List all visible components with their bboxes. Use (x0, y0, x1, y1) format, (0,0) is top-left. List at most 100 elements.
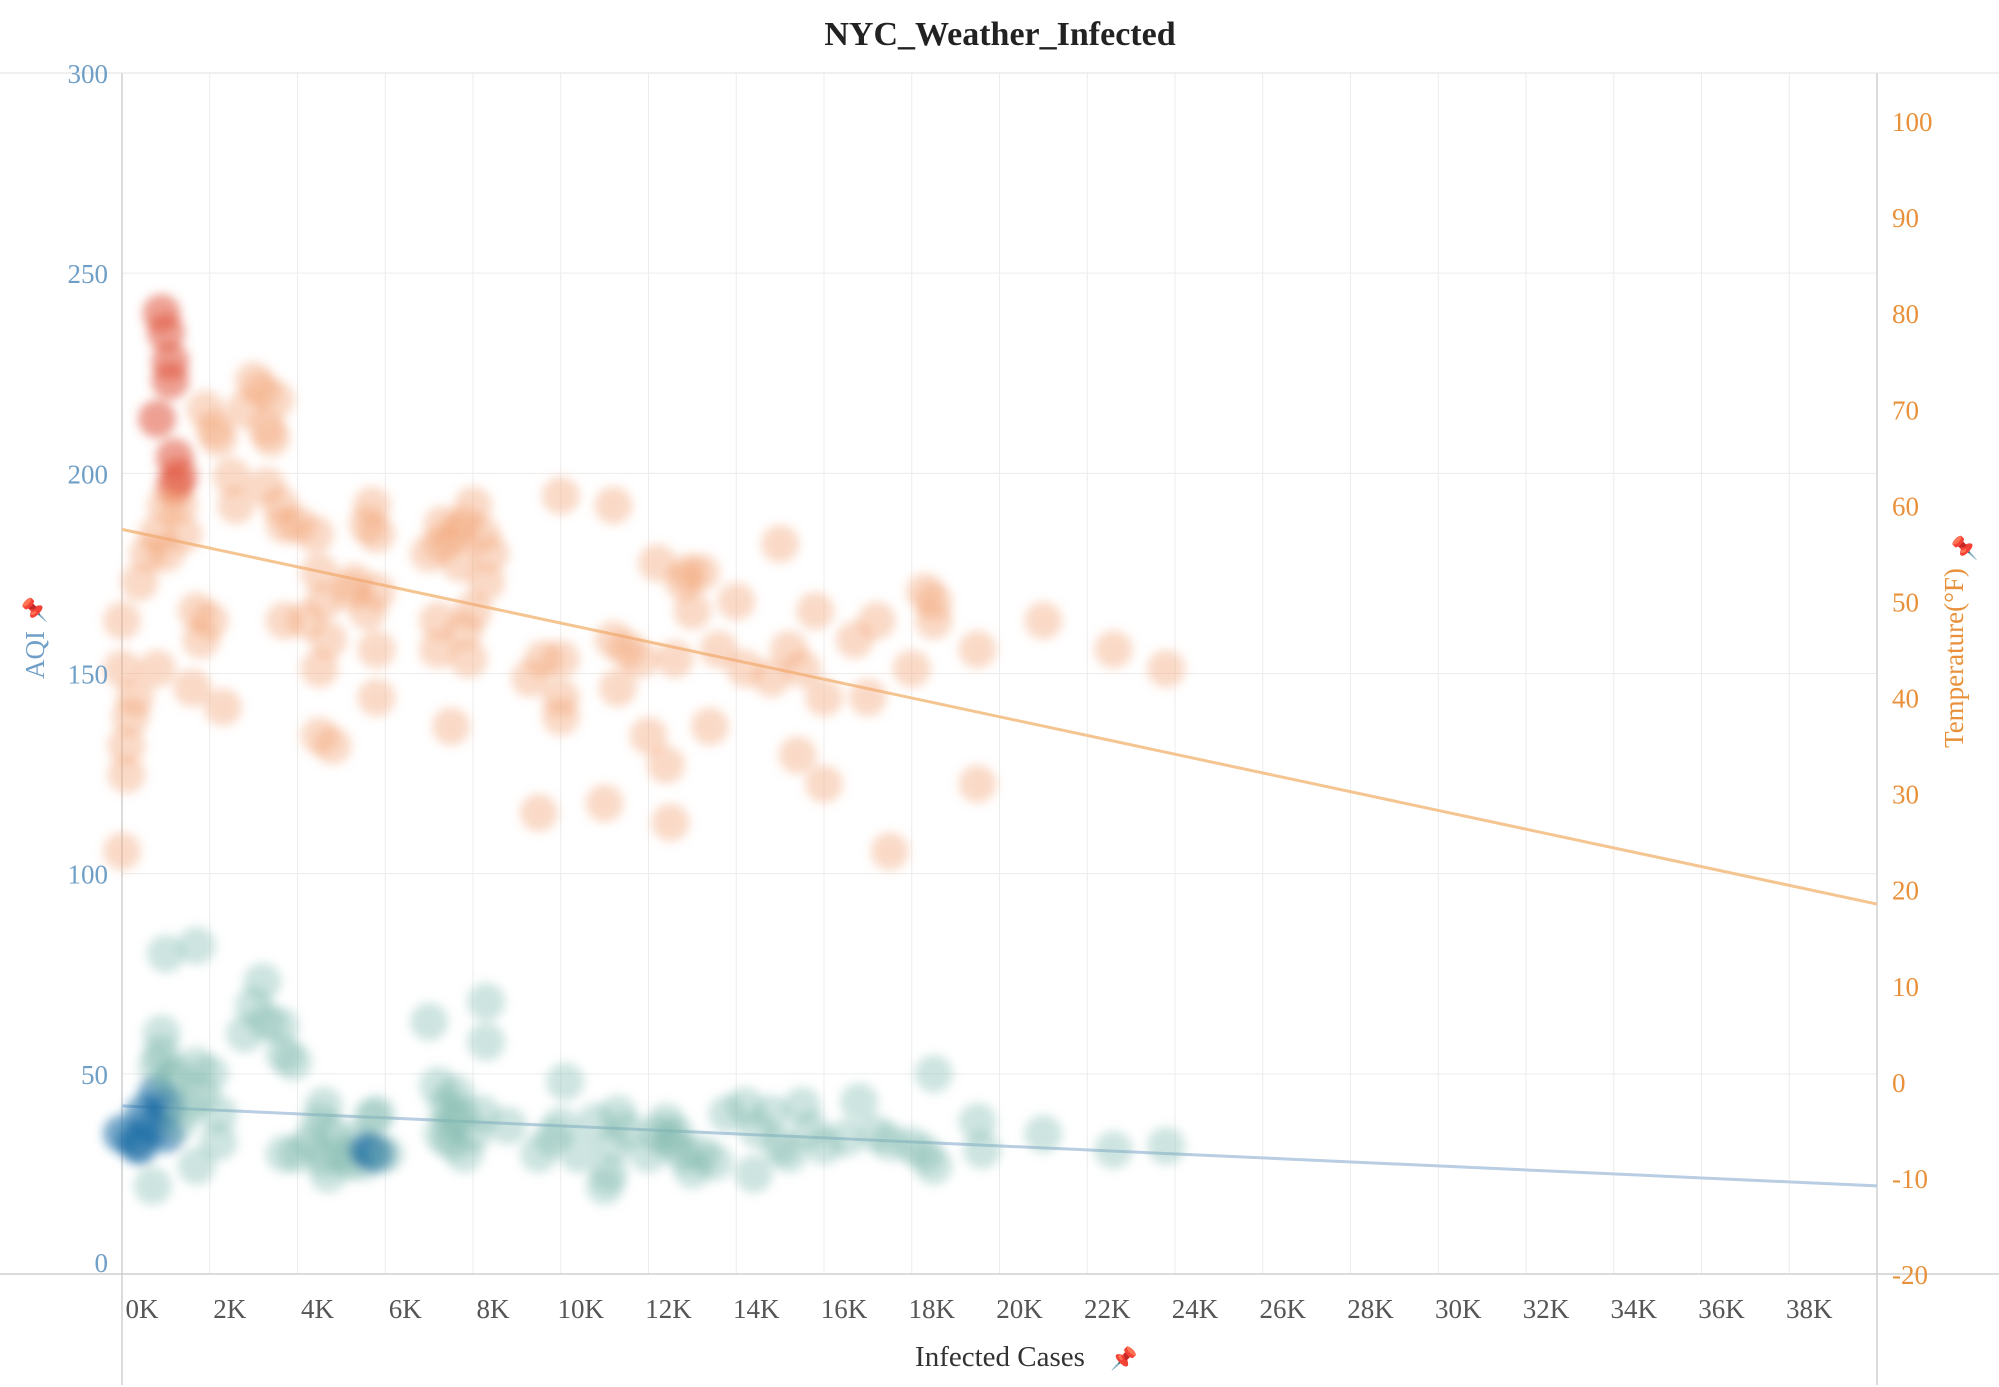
y-left-tick-label: 150 (68, 660, 109, 690)
aqi-point (410, 1002, 449, 1041)
aqi-point (304, 1086, 343, 1125)
temperature-point (212, 457, 251, 496)
temperature-point (717, 582, 756, 621)
x-tick-label: 34K (1611, 1294, 1658, 1324)
y-axis-right-pin-icon[interactable]: 📌 (1951, 534, 1978, 561)
temperature-point (357, 678, 396, 717)
temperature-point (805, 764, 843, 803)
temperature-point (857, 601, 896, 640)
aqi-point (133, 1166, 172, 1205)
x-tick-label: 32K (1523, 1294, 1570, 1324)
temperature-point (690, 707, 729, 746)
temperature-point (651, 803, 690, 842)
temperature-point (620, 640, 659, 679)
temperature-point (432, 707, 471, 746)
aqi-point (546, 1062, 585, 1101)
x-tick-label: 36K (1698, 1294, 1745, 1324)
x-tick-label: 18K (909, 1294, 956, 1324)
aqi-point (260, 1006, 299, 1045)
temperature-point (160, 486, 199, 525)
temperature-point (146, 313, 185, 352)
aqi-point (243, 962, 282, 1001)
aqi-point (607, 1110, 646, 1149)
temperature-point (467, 563, 506, 602)
temperature-point (638, 544, 677, 583)
aqi-point (199, 1122, 238, 1161)
temperature-point (449, 640, 488, 679)
aqi-point (467, 1022, 506, 1061)
aqi-point (467, 982, 506, 1021)
y-right-tick-label: -10 (1892, 1164, 1928, 1194)
temperature-point (647, 745, 686, 784)
y-left-tick-label: 0 (95, 1248, 109, 1278)
y-right-tick-label: 100 (1892, 107, 1933, 137)
y-left-tick-label: 50 (81, 1060, 108, 1090)
aqi-point (177, 926, 216, 965)
aqi-point (445, 1134, 484, 1173)
y-left-tick-label: 100 (68, 860, 109, 890)
aqi-point (695, 1142, 734, 1181)
temperature-point (682, 553, 721, 592)
aqi-points (103, 926, 1186, 1205)
x-tick-label: 14K (733, 1294, 780, 1324)
temperature-point (541, 640, 580, 679)
y-left-tick-label: 250 (68, 259, 109, 289)
aqi-point (1147, 1126, 1186, 1165)
aqi-point (826, 1118, 865, 1157)
gridlines (121, 72, 1877, 1275)
temperature-point (348, 592, 387, 631)
aqi-point (177, 1046, 216, 1085)
x-tick-label: 16K (821, 1294, 868, 1324)
y-right-tick-label: 50 (1892, 587, 1919, 617)
temperature-point (629, 716, 668, 755)
temperature-point (164, 515, 203, 554)
x-tick-label: 8K (477, 1294, 511, 1324)
x-tick-label: 22K (1084, 1294, 1131, 1324)
aqi-point (489, 1106, 528, 1145)
y-right-tick-label: 90 (1892, 203, 1919, 233)
y-left-tick-label: 300 (68, 59, 109, 89)
aqi-point (366, 1134, 405, 1173)
temperature-point (103, 649, 141, 688)
temperature-point (519, 793, 558, 832)
temperature-point (151, 342, 190, 381)
temperature-point (598, 668, 637, 707)
temperature-point (805, 678, 843, 717)
temperature-point (585, 784, 624, 823)
temperature-point (541, 476, 580, 515)
aqi-point (840, 1082, 879, 1121)
temperature-point (103, 601, 141, 640)
y-left-tick-label: 200 (68, 459, 109, 489)
temperature-point (103, 832, 141, 871)
temperature-point (655, 640, 694, 679)
x-axis-pin-icon[interactable]: 📌 (1110, 1345, 1137, 1372)
temperature-point (541, 697, 580, 736)
x-tick-label: 2K (213, 1294, 247, 1324)
temperature-point (594, 486, 633, 525)
aqi-point (914, 1054, 953, 1093)
aqi-point (958, 1102, 997, 1141)
temperature-point (160, 457, 199, 496)
aqi-point (752, 1094, 791, 1133)
temperature-point (673, 592, 712, 631)
temperature-point (778, 736, 817, 775)
temperature-point (471, 534, 510, 573)
temperature-point (958, 630, 997, 669)
temperature-point (892, 649, 931, 688)
y-axis-left-pin-icon[interactable]: 📌 (21, 596, 48, 623)
temperature-point (203, 688, 242, 727)
temperature-point (445, 611, 484, 650)
temperature-point (1147, 649, 1186, 688)
temperature-point (783, 649, 822, 688)
y-right-tick-label: 80 (1892, 299, 1919, 329)
x-tick-label: 26K (1260, 1294, 1307, 1324)
aqi-point (274, 1042, 313, 1081)
chart-title: NYC_Weather_Infected (824, 16, 1175, 53)
aqi-point (1094, 1130, 1133, 1169)
temperature-point (752, 659, 791, 698)
aqi-point (1024, 1114, 1063, 1153)
temperature-point (217, 486, 256, 525)
y-right-tick-label: 60 (1892, 491, 1919, 521)
tick-labels: 0K 2K 4K 6K 8K 10K 12K 14K 16K 18K 20K 22K 24K 26K 28K… (68, 59, 1933, 1324)
temperature-point (353, 486, 392, 525)
